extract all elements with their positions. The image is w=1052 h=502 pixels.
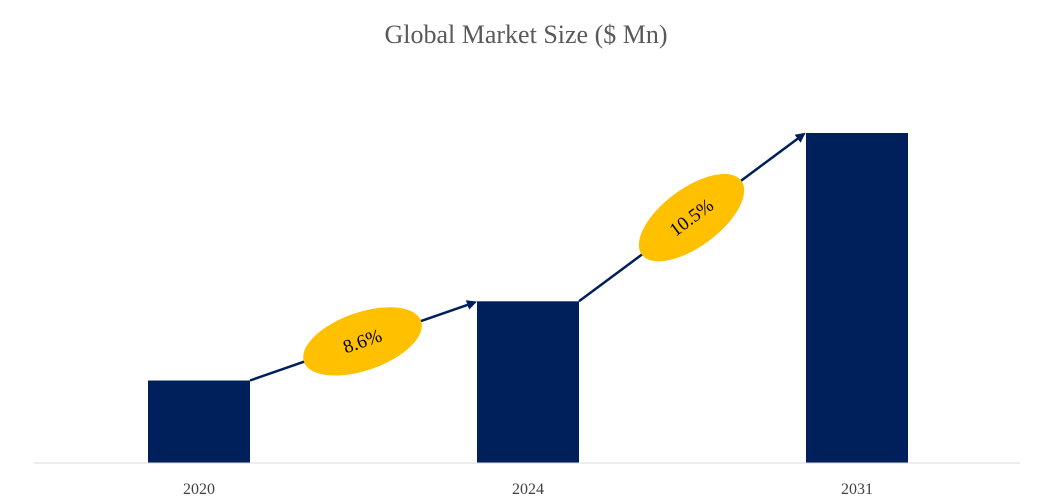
- bars: [148, 133, 908, 463]
- cagr-badge-shape: [303, 307, 422, 376]
- bar-2024: [477, 301, 579, 463]
- cagr-badge-shape: [638, 173, 745, 262]
- bar-2020: [148, 380, 250, 463]
- chart-title: Global Market Size ($ Mn): [384, 20, 667, 49]
- x-tick-label: 2031: [841, 481, 873, 498]
- bar-2031: [806, 133, 908, 463]
- cagr-badge: 8.6%: [303, 307, 422, 376]
- cagr-badges: 8.6% 10.5%: [303, 173, 745, 376]
- x-tick-label: 2020: [183, 481, 215, 498]
- x-tick-label: 2024: [512, 481, 544, 498]
- cagr-badge: 10.5%: [638, 173, 745, 262]
- x-axis-ticks: 2020 2024 2031: [183, 481, 873, 498]
